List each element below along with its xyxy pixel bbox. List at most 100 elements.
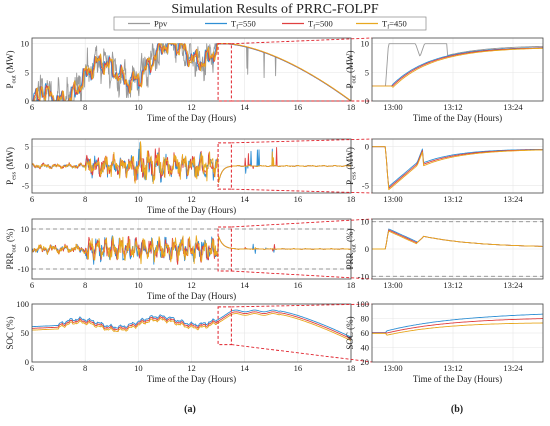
y-axis-label: PRRout (%)	[345, 228, 358, 269]
x-tick-label: 13:24	[503, 194, 523, 204]
series-tf450	[372, 230, 543, 250]
figure-title: Simulation Results of PRRC-FOLPF	[171, 2, 379, 17]
y-axis-label: Pout (MW)	[345, 50, 358, 88]
x-axis-label: Time of the Day (Hours)	[147, 205, 236, 215]
series-tf450	[32, 235, 351, 265]
x-tick-label: 18	[347, 363, 356, 373]
zoom-connector	[231, 218, 373, 228]
series-tf500	[32, 311, 351, 340]
x-tick-label: 13:24	[503, 102, 523, 112]
y-tick-label: 10	[361, 39, 370, 49]
x-tick-label: 6	[30, 194, 34, 204]
x-tick-label: 13:12	[443, 194, 462, 204]
y-tick-label: 0	[25, 161, 29, 171]
series-ppv	[372, 43, 543, 87]
y-tick-label: 100	[356, 299, 369, 309]
x-tick-label: 14	[240, 102, 249, 112]
series-group	[32, 43, 351, 101]
y-axis-label: SOC (%)	[5, 316, 15, 349]
y-tick-label: 5	[365, 67, 369, 77]
x-tick-label: 12	[187, 363, 196, 373]
x-tick-label: 13:00	[383, 363, 402, 373]
series-tf450	[372, 146, 543, 191]
legend-entry: Tf=550	[205, 19, 256, 31]
zoom-box	[217, 142, 232, 190]
y-tick-label: 0	[25, 357, 29, 367]
series-group	[32, 141, 351, 185]
x-tick-label: 8	[83, 194, 87, 204]
series-group	[372, 43, 543, 88]
plot-frame	[371, 218, 544, 280]
plot-frame	[31, 218, 352, 280]
x-tick-label: 14	[240, 280, 249, 290]
x-tick-label: 13:00	[383, 280, 402, 290]
legend-label: Tf=450	[382, 19, 407, 31]
y-tick-label: -5	[22, 180, 29, 190]
series-tf450	[32, 43, 351, 101]
zoom-connector	[231, 188, 373, 194]
y-tick-label: 5	[25, 142, 29, 152]
x-tick-label: 8	[83, 102, 87, 112]
x-tick-label: 13:12	[443, 102, 462, 112]
y-tick-label: 10	[21, 39, 30, 49]
y-tick-label: 0	[25, 244, 29, 254]
plot-frame	[31, 303, 352, 363]
y-axis-label: SOC (%)	[345, 316, 355, 349]
y-tick-label: 5	[25, 67, 29, 77]
x-tick-label: 10	[134, 363, 143, 373]
zoom-connector	[231, 270, 373, 280]
series-group	[372, 228, 543, 250]
series-group	[372, 313, 543, 336]
x-tick-label: 16	[294, 102, 303, 112]
plot-frame	[31, 37, 352, 102]
legend-entry: Tf=500	[282, 19, 333, 31]
x-tick-label: 8	[83, 363, 87, 373]
x-tick-label: 18	[347, 194, 356, 204]
x-axis-label: Time of the Day (Hours)	[147, 291, 236, 301]
series-tf450	[372, 47, 543, 88]
plot-frame	[31, 138, 352, 194]
plot-frame	[371, 37, 544, 102]
zoom-connector	[231, 303, 373, 308]
x-axis-label: Time of the Day (Hours)	[147, 374, 236, 384]
y-axis-label: PRRout (%)	[5, 228, 18, 269]
x-axis-label: Time of the Day (Hours)	[413, 374, 502, 384]
y-tick-label: 50	[21, 328, 30, 338]
y-tick-label: -5	[362, 180, 369, 190]
legend-label: Ppv	[154, 19, 168, 29]
y-tick-label: 60	[361, 328, 370, 338]
y-tick-label: -10	[18, 264, 29, 274]
y-tick-label: 80	[361, 314, 370, 324]
x-tick-label: 10	[134, 280, 143, 290]
x-tick-label: 6	[30, 280, 34, 290]
panel-label-a: (a)	[184, 404, 196, 415]
x-tick-label: 6	[30, 102, 34, 112]
y-axis-label: Pess (MW)	[5, 147, 18, 185]
x-tick-label: 13:12	[443, 363, 462, 373]
zoom-box	[217, 43, 232, 102]
chart-left_pess: 6 8 10 12 14 16 18 -5 0 5 Pess (MW) Time of the Day…	[5, 138, 373, 215]
zoom-box	[217, 306, 232, 346]
series-tf450	[32, 313, 351, 341]
x-tick-label: 8	[83, 280, 87, 290]
panel-label-b: (b)	[451, 404, 463, 415]
y-tick-label: -10	[358, 271, 369, 281]
y-axis-label: Pess (MW)	[345, 147, 358, 185]
series-tf550	[32, 309, 351, 338]
x-tick-label: 16	[294, 280, 303, 290]
legend-entry: Tf=450	[356, 19, 407, 31]
series-tf550	[372, 47, 543, 87]
x-tick-label: 18	[347, 102, 356, 112]
legend-label: Tf=500	[308, 19, 333, 31]
x-tick-label: 13:24	[503, 363, 523, 373]
x-tick-label: 12	[187, 194, 196, 204]
series-tf500	[372, 318, 543, 334]
x-tick-label: 14	[240, 194, 249, 204]
plot-frame	[371, 138, 544, 194]
zoom-connector	[231, 37, 373, 45]
